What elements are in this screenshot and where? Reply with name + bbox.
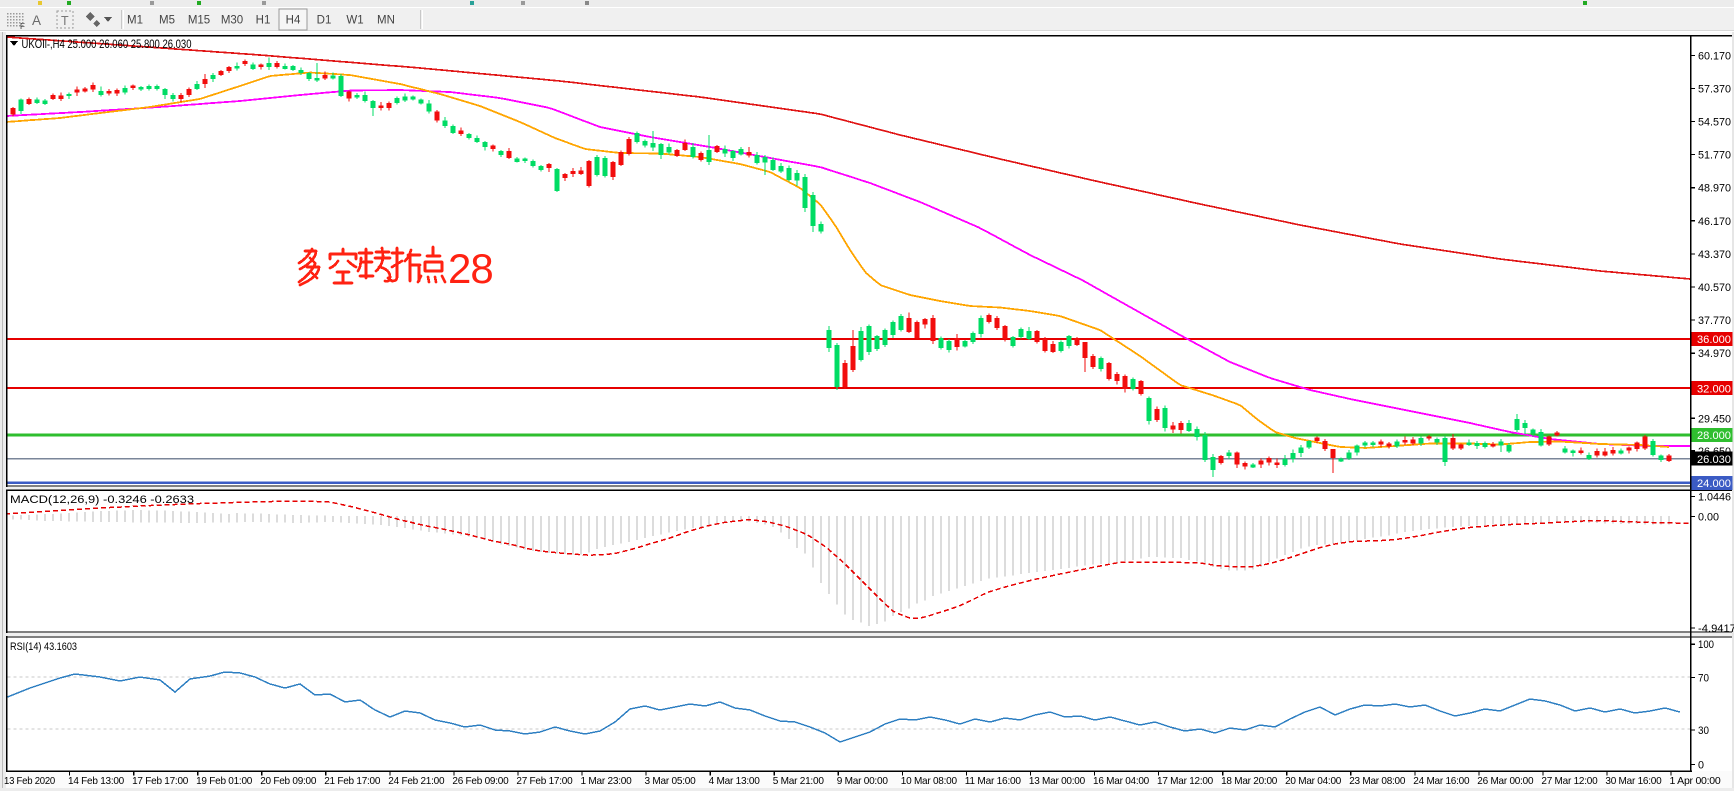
svg-text:51.770: 51.770 — [1698, 150, 1731, 162]
svg-text:100: 100 — [1698, 639, 1714, 651]
svg-text:36.000: 36.000 — [1697, 334, 1731, 346]
svg-text:H4: H4 — [286, 15, 301, 27]
svg-text:M1: M1 — [127, 15, 143, 27]
svg-text:11 Mar 16:00: 11 Mar 16:00 — [965, 776, 1022, 787]
svg-text:16 Mar 04:00: 16 Mar 04:00 — [1093, 776, 1149, 787]
svg-text:9 Mar 00:00: 9 Mar 00:00 — [837, 776, 889, 787]
svg-text:MN: MN — [377, 15, 395, 27]
svg-text:1 Mar 23:00: 1 Mar 23:00 — [581, 776, 633, 787]
svg-text:A: A — [32, 13, 41, 28]
svg-text:26 Mar 00:00: 26 Mar 00:00 — [1477, 776, 1533, 787]
svg-text:13 Feb 2020: 13 Feb 2020 — [4, 776, 55, 787]
svg-text:28: 28 — [448, 245, 493, 292]
svg-text:M15: M15 — [188, 15, 210, 27]
svg-text:1.0446: 1.0446 — [1698, 492, 1731, 504]
svg-text:23 Mar 08:00: 23 Mar 08:00 — [1349, 776, 1405, 787]
svg-text:13 Mar 00:00: 13 Mar 00:00 — [1029, 776, 1085, 787]
svg-text:24 Feb 21:00: 24 Feb 21:00 — [388, 776, 445, 787]
svg-text:10 Mar 08:00: 10 Mar 08:00 — [901, 776, 957, 787]
svg-text:20 Mar 04:00: 20 Mar 04:00 — [1285, 776, 1341, 787]
svg-text:UKOIl-,H4 25.000 26.060 25.80: UKOIl-,H4 25.000 26.060 25.800 26.030 — [22, 37, 192, 51]
svg-text:54.570: 54.570 — [1698, 117, 1731, 129]
svg-text:43.370: 43.370 — [1698, 249, 1731, 261]
svg-text:20 Feb 09:00: 20 Feb 09:00 — [260, 776, 317, 787]
svg-text:M5: M5 — [159, 15, 175, 27]
svg-text:4 Mar 13:00: 4 Mar 13:00 — [709, 776, 761, 787]
svg-text:27 Feb 17:00: 27 Feb 17:00 — [516, 776, 573, 787]
svg-text:34.970: 34.970 — [1698, 348, 1731, 360]
svg-text:28.000: 28.000 — [1697, 430, 1731, 442]
svg-text:60.170: 60.170 — [1698, 50, 1731, 62]
svg-text:D1: D1 — [317, 15, 332, 27]
svg-text:F: F — [20, 22, 25, 31]
svg-text:17 Feb 17:00: 17 Feb 17:00 — [132, 776, 189, 787]
svg-text:46.170: 46.170 — [1698, 216, 1731, 228]
svg-text:40.570: 40.570 — [1698, 282, 1731, 294]
svg-text:32.000: 32.000 — [1697, 383, 1731, 395]
svg-text:26 Feb 09:00: 26 Feb 09:00 — [452, 776, 509, 787]
svg-text:W1: W1 — [346, 15, 363, 27]
svg-text:30: 30 — [1698, 725, 1709, 737]
svg-text:T: T — [61, 14, 69, 28]
svg-text:24 Mar 16:00: 24 Mar 16:00 — [1413, 776, 1469, 787]
svg-text:27 Mar 12:00: 27 Mar 12:00 — [1541, 776, 1597, 787]
svg-text:21 Feb 17:00: 21 Feb 17:00 — [324, 776, 381, 787]
svg-text:57.370: 57.370 — [1698, 84, 1731, 96]
svg-text:M30: M30 — [221, 15, 243, 27]
svg-text:30 Mar 16:00: 30 Mar 16:00 — [1605, 776, 1661, 787]
svg-text:MACD(12,26,9) -0.3246 -0.2633: MACD(12,26,9) -0.3246 -0.2633 — [10, 494, 194, 506]
svg-text:3 Mar 05:00: 3 Mar 05:00 — [645, 776, 697, 787]
svg-text:0.00: 0.00 — [1698, 511, 1719, 523]
svg-text:18 Mar 20:00: 18 Mar 20:00 — [1221, 776, 1277, 787]
svg-text:0: 0 — [1698, 759, 1704, 771]
svg-text:37.770: 37.770 — [1698, 315, 1731, 327]
svg-text:5 Mar 21:00: 5 Mar 21:00 — [773, 776, 825, 787]
svg-text:19 Feb 01:00: 19 Feb 01:00 — [196, 776, 253, 787]
svg-text:29.450: 29.450 — [1698, 413, 1731, 425]
svg-text:14 Feb 13:00: 14 Feb 13:00 — [68, 776, 125, 787]
svg-text:RSI(14) 43.1603: RSI(14) 43.1603 — [10, 641, 77, 653]
svg-text:70: 70 — [1698, 673, 1709, 685]
svg-text:17 Mar 12:00: 17 Mar 12:00 — [1157, 776, 1213, 787]
svg-text:24.000: 24.000 — [1697, 478, 1731, 490]
svg-text:48.970: 48.970 — [1698, 183, 1731, 195]
svg-text:26.030: 26.030 — [1697, 454, 1731, 466]
svg-text:-4.9417: -4.9417 — [1698, 623, 1734, 635]
svg-text:H1: H1 — [256, 15, 271, 27]
svg-text:1 Apr 00:00: 1 Apr 00:00 — [1670, 776, 1722, 787]
